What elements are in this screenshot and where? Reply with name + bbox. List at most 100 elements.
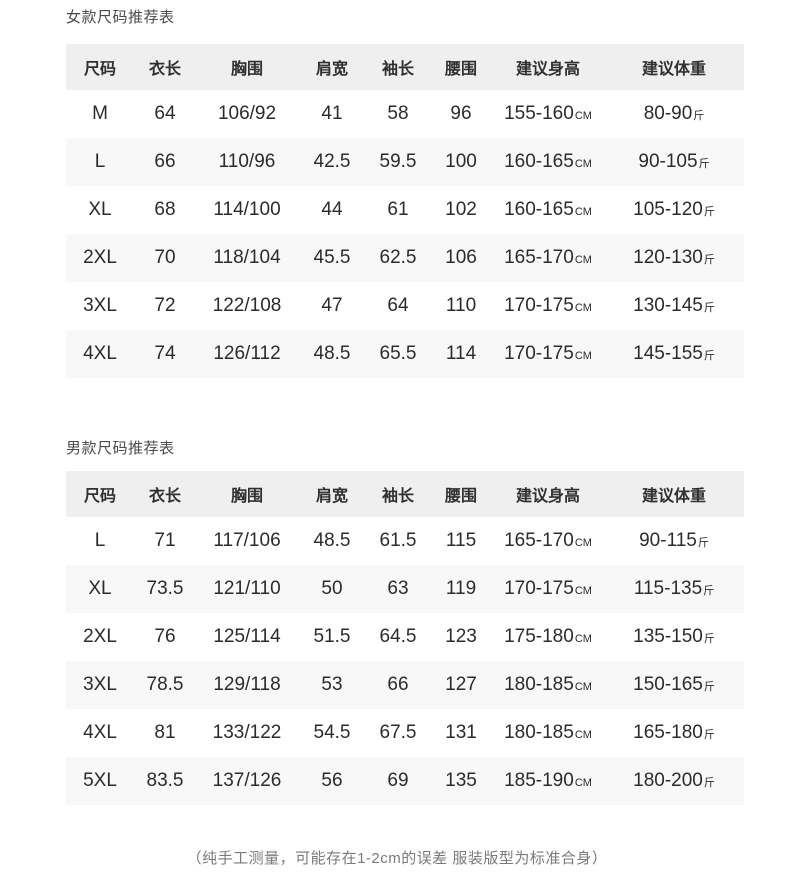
header-row: 尺码 衣长 胸围 肩宽 袖长 腰围 建议身高 建议体重 — [66, 471, 744, 517]
cell-size: L — [94, 530, 106, 551]
column-header-chest: 胸围 — [196, 471, 298, 517]
cell-sleeve: 64.5 — [379, 626, 417, 647]
cell-length: 70 — [154, 247, 176, 268]
cell-weight: 90-115斤 — [639, 530, 709, 551]
size-row-3XL: 3XL 78.5 129/118 53 66 127 180-185CM 150-165斤 — [66, 661, 744, 709]
cell-size: 4XL — [83, 722, 117, 743]
cell-chest: 121/110 — [213, 578, 281, 599]
weight-unit-label: 斤 — [703, 729, 715, 741]
cell-sleeve: 63 — [387, 578, 409, 599]
cell-size: 2XL — [83, 626, 117, 647]
cell-length: 83.5 — [146, 770, 184, 791]
cell-weight: 165-180斤 — [633, 722, 715, 743]
column-header-size: 尺码 — [66, 471, 134, 517]
men-table-title: 男款尺码推荐表 — [66, 440, 175, 457]
cell-sleeve: 61.5 — [379, 530, 417, 551]
weight-unit-label: 斤 — [698, 158, 710, 170]
men-size-table: 尺码 衣长 胸围 肩宽 袖长 腰围 建议身高 建议体重 L 71 117/106 48.5 61.5 1… — [66, 471, 744, 805]
size-row-L: L 71 117/106 48.5 61.5 115 165-170CM 90-115斤 — [66, 517, 744, 565]
cell-waist: 115 — [445, 530, 477, 551]
cell-shoulder: 42.5 — [313, 151, 351, 172]
cell-length: 74 — [154, 343, 176, 364]
column-header-size: 尺码 — [66, 44, 134, 90]
column-header-shoulder: 肩宽 — [298, 44, 366, 90]
cell-weight: 130-145斤 — [633, 295, 715, 316]
cell-shoulder: 54.5 — [313, 722, 351, 743]
cell-chest: 137/126 — [212, 770, 282, 791]
size-row-3XL: 3XL 72 122/108 47 64 110 170-175CM 130-145斤 — [66, 282, 744, 330]
cell-size: 2XL — [83, 247, 117, 268]
column-header-sleeve: 袖长 — [366, 471, 430, 517]
size-row-2XL: 2XL 76 125/114 51.5 64.5 123 175-180CM 135-150斤 — [66, 613, 744, 661]
cell-waist: 131 — [445, 722, 477, 743]
height-unit-label: CM — [574, 302, 592, 314]
cell-size: 3XL — [83, 674, 117, 695]
cell-height: 160-165CM — [504, 199, 592, 220]
women-table-header: 尺码 衣长 胸围 肩宽 袖长 腰围 建议身高 建议体重 — [66, 44, 744, 90]
cell-length: 78.5 — [146, 674, 184, 695]
cell-sleeve: 59.5 — [379, 151, 417, 172]
column-header-height: 建议身高 — [492, 471, 604, 517]
size-row-XL: XL 68 114/100 44 61 102 160-165CM 105-120斤 — [66, 186, 744, 234]
cell-waist: 135 — [445, 770, 477, 791]
cell-length: 73.5 — [146, 578, 184, 599]
cell-shoulder: 45.5 — [313, 247, 351, 268]
cell-length: 64 — [154, 103, 176, 124]
size-row-4XL: 4XL 81 133/122 54.5 67.5 131 180-185CM 165-180斤 — [66, 709, 744, 757]
cell-height: 175-180CM — [504, 626, 592, 647]
cell-height: 165-170CM — [504, 247, 592, 268]
cell-chest: 118/104 — [213, 247, 281, 268]
men-size-section: 男款尺码推荐表 尺码 衣长 胸围 肩宽 袖长 腰围 建议身高 建议体重 L 71 117/106 4… — [66, 441, 744, 805]
cell-shoulder: 41 — [321, 103, 343, 124]
women-table-body: M 64 106/92 41 58 96 155-160CM 80-90斤 L 66 110/96 4… — [66, 90, 744, 378]
cell-weight: 115-135斤 — [633, 578, 715, 599]
cell-chest: 114/100 — [213, 199, 281, 220]
cell-length: 76 — [154, 626, 176, 647]
cell-weight: 150-165斤 — [633, 674, 715, 695]
size-row-L: L 66 110/96 42.5 59.5 100 160-165CM 90-105斤 — [66, 138, 744, 186]
cell-height: 180-185CM — [504, 722, 592, 743]
cell-height: 170-175CM — [504, 578, 592, 599]
cell-shoulder: 44 — [321, 199, 343, 220]
cell-height: 180-185CM — [504, 674, 592, 695]
cell-waist: 114 — [445, 343, 477, 364]
cell-length: 81 — [154, 722, 176, 743]
cell-sleeve: 61 — [387, 199, 409, 220]
cell-waist: 123 — [445, 626, 477, 647]
cell-waist: 127 — [445, 674, 477, 695]
cell-size: XL — [88, 199, 112, 220]
cell-weight: 80-90斤 — [643, 103, 705, 124]
cell-shoulder: 51.5 — [313, 626, 351, 647]
column-header-weight: 建议体重 — [604, 44, 744, 90]
cell-length: 72 — [154, 295, 176, 316]
header-row: 尺码 衣长 胸围 肩宽 袖长 腰围 建议身高 建议体重 — [66, 44, 744, 90]
cell-length: 71 — [154, 530, 176, 551]
women-size-section: 女款尺码推荐表 尺码 衣长 胸围 肩宽 袖长 腰围 建议身高 建议体重 M 64 106/92 41… — [66, 0, 744, 378]
cell-size: 5XL — [83, 770, 117, 791]
height-unit-label: CM — [574, 585, 592, 597]
cell-height: 160-165CM — [504, 151, 592, 172]
column-header-waist: 腰围 — [430, 44, 492, 90]
size-row-M: M 64 106/92 41 58 96 155-160CM 80-90斤 — [66, 90, 744, 138]
cell-sleeve: 64 — [387, 295, 409, 316]
column-header-height: 建议身高 — [492, 44, 604, 90]
cell-chest: 133/122 — [212, 722, 282, 743]
weight-unit-label: 斤 — [703, 633, 715, 645]
cell-size: L — [94, 151, 106, 172]
cell-weight: 120-130斤 — [633, 247, 715, 268]
cell-shoulder: 47 — [321, 295, 343, 316]
cell-sleeve: 69 — [387, 770, 409, 791]
weight-unit-label: 斤 — [693, 110, 705, 122]
cell-shoulder: 53 — [321, 674, 343, 695]
cell-waist: 102 — [445, 199, 477, 220]
weight-unit-label: 斤 — [703, 206, 715, 218]
height-unit-label: CM — [574, 729, 592, 741]
cell-sleeve: 67.5 — [379, 722, 417, 743]
cell-waist: 100 — [445, 151, 477, 172]
cell-weight: 145-155斤 — [633, 343, 715, 364]
cell-height: 185-190CM — [504, 770, 592, 791]
men-table-body: L 71 117/106 48.5 61.5 115 165-170CM 90-115斤 XL 7… — [66, 517, 744, 805]
cell-height: 170-175CM — [504, 295, 592, 316]
cell-chest: 122/108 — [212, 295, 282, 316]
cell-shoulder: 56 — [321, 770, 343, 791]
